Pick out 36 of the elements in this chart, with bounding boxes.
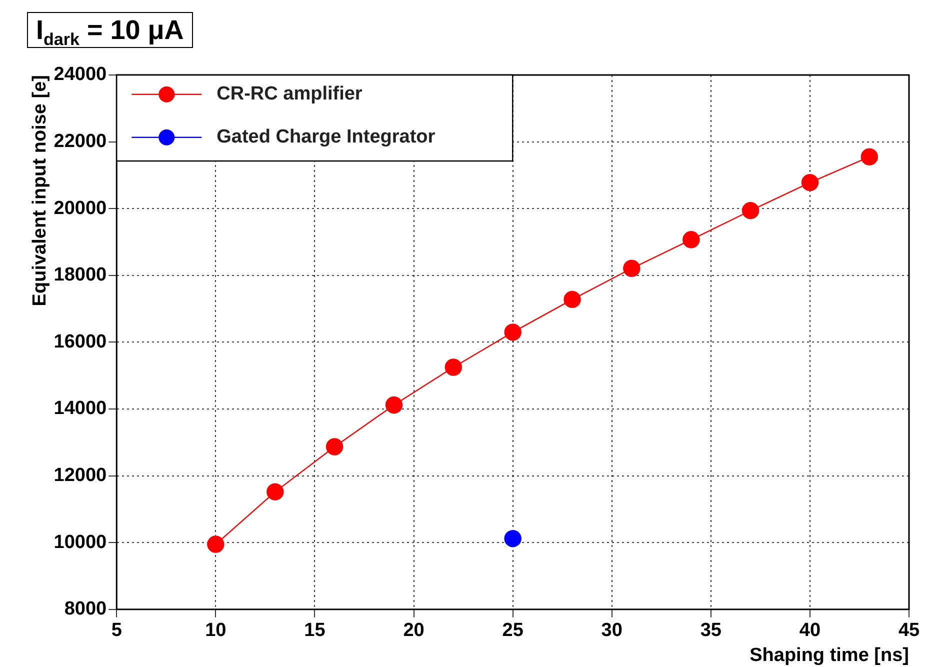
x-tick-label: 15 — [304, 620, 326, 642]
y-axis-title: Equivalent input noise [e] — [30, 75, 51, 306]
point — [504, 324, 522, 341]
y-tick-label: 12000 — [54, 465, 107, 486]
point — [801, 174, 819, 192]
y-tick-label: 18000 — [54, 264, 107, 286]
x-tick-label: 10 — [205, 620, 226, 642]
point — [682, 231, 700, 248]
point — [385, 396, 403, 414]
y-tick-label: 14000 — [54, 398, 107, 420]
point — [266, 483, 284, 500]
x-tick-label: 20 — [403, 620, 424, 642]
x-tick-label: 25 — [502, 620, 524, 642]
legend-label: CR-RC amplifier — [216, 84, 363, 105]
x-axis-title: Shaping time [ns] — [750, 644, 909, 666]
point — [444, 358, 462, 376]
point — [860, 148, 878, 166]
chart-title: I$_{dark}$ = 10 μA — [27, 12, 193, 49]
y-tick-label: 10000 — [54, 532, 107, 553]
point — [742, 202, 760, 220]
point — [326, 438, 344, 456]
x-tick-label: 35 — [700, 620, 722, 642]
x-tick-label: 45 — [898, 620, 920, 642]
legend-label: Gated Charge Integrator — [216, 126, 436, 148]
point — [207, 536, 224, 553]
x-tick-label: 5 — [111, 620, 122, 642]
y-tick-label: 24000 — [54, 64, 107, 86]
point — [564, 290, 581, 308]
point — [504, 530, 522, 548]
point — [623, 260, 640, 277]
x-tick-label: 30 — [601, 620, 622, 642]
y-tick-label: 8000 — [64, 598, 107, 620]
y-tick-label: 22000 — [54, 131, 107, 152]
y-tick-label: 20000 — [54, 198, 107, 219]
y-tick-label: 16000 — [54, 331, 107, 352]
x-tick-label: 40 — [799, 620, 821, 642]
